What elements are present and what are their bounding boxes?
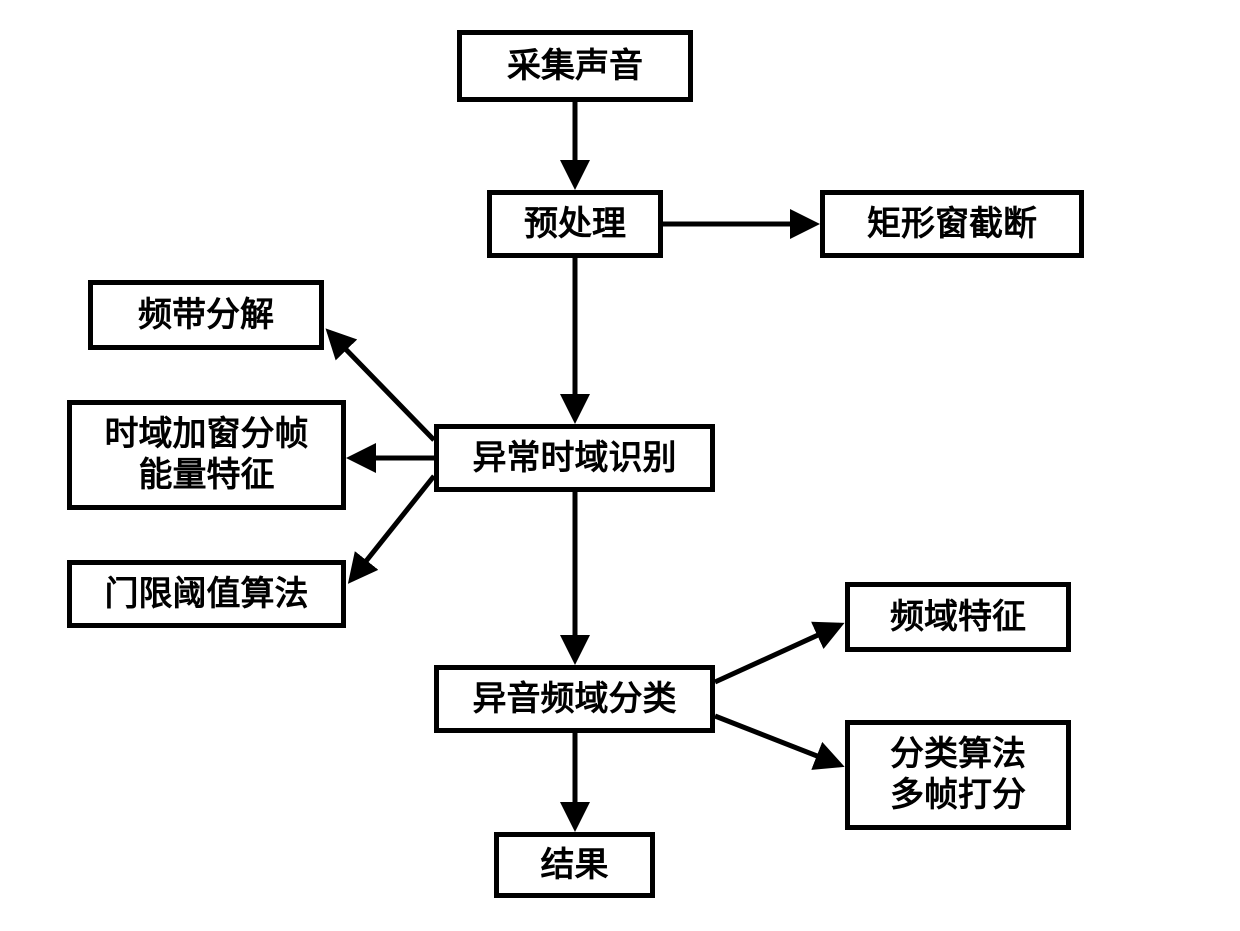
edge-n7-n4 [329, 332, 434, 440]
flowchart-arrows [0, 0, 1240, 931]
edge-n8-n10 [715, 716, 840, 765]
edge-n8-n9 [715, 625, 840, 682]
edge-n7-n6 [351, 476, 434, 580]
